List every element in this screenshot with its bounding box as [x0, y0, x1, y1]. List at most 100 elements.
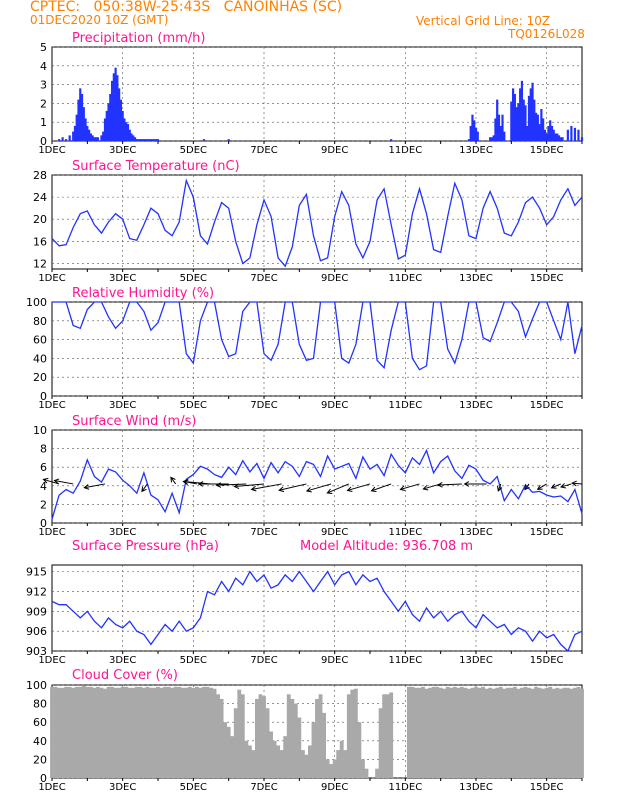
wind-arrow-head	[524, 484, 530, 491]
cloud-bar	[177, 686, 182, 778]
cloud-bar	[117, 687, 122, 778]
x-tick-label: 5DEC	[180, 655, 207, 666]
panel-title: Surface Temperature (nC)	[72, 159, 240, 174]
cloud-bar	[364, 768, 369, 778]
y-tick-label: 2	[40, 97, 47, 110]
cloud-bar	[406, 686, 411, 778]
cloud-bar	[329, 764, 334, 778]
x-tick-label: 11DEC	[388, 145, 422, 156]
cloud-bar	[343, 750, 348, 778]
precip-bar	[156, 139, 160, 141]
cloud-bar	[558, 688, 563, 778]
header-run-code: TQ0126L028	[508, 27, 585, 41]
series-line	[51, 570, 583, 653]
wind-arrow	[437, 483, 462, 486]
precip-bar	[550, 125, 554, 141]
precip-bar	[556, 133, 559, 141]
precip-bar	[68, 135, 71, 141]
cloud-bar	[573, 687, 577, 778]
cloud-bar	[163, 686, 167, 778]
cloud-bar	[265, 708, 270, 778]
wind-arrow	[327, 483, 349, 494]
cloud-bar	[240, 694, 245, 778]
precip-bar	[110, 80, 114, 141]
cloud-bar	[311, 722, 316, 778]
precip-bar	[82, 107, 85, 141]
cloud-bar	[209, 687, 213, 778]
wind-arrow	[347, 483, 371, 491]
wind-arrow-head	[463, 481, 470, 487]
wind-arrow-head	[182, 479, 189, 485]
precip-bar	[536, 114, 539, 141]
y-tick-label: 20	[33, 753, 47, 766]
y-tick-label: 915	[26, 566, 47, 579]
x-tick-label: 11DEC	[388, 400, 422, 411]
wind-arrow	[43, 478, 60, 485]
cloud-bar	[350, 689, 355, 778]
precip-bar	[118, 88, 121, 141]
y-tick-label: 10	[33, 424, 47, 437]
cloud-bar	[81, 685, 86, 778]
wind-arrow	[84, 483, 106, 489]
precip-bar	[577, 129, 580, 141]
wind-arrow-head	[399, 485, 406, 492]
precip-bar	[490, 137, 493, 141]
cloud-bar	[286, 694, 291, 778]
cloud-bar	[124, 686, 129, 778]
cloud-bar	[300, 750, 305, 778]
wind-arrow-head	[250, 485, 257, 492]
precip-bar	[103, 118, 107, 141]
x-tick-label: 7DEC	[250, 655, 277, 666]
x-tick-label: 11DEC	[388, 273, 422, 284]
cloud-bar	[353, 688, 358, 778]
precip-bar	[469, 125, 472, 141]
precip-bar	[520, 80, 524, 141]
y-tick-label: 6	[40, 461, 47, 474]
precip-bar	[573, 127, 577, 141]
wind-arrow-head	[326, 488, 333, 494]
precip-bar	[119, 99, 122, 141]
y-tick-label: 0	[40, 517, 47, 530]
cloud-bar	[202, 686, 206, 778]
cloud-bar	[325, 759, 330, 778]
precip-bar	[57, 139, 61, 141]
wind-arrow-head	[83, 484, 90, 490]
precip-bar	[519, 88, 522, 141]
cloud-bar	[357, 722, 362, 778]
cloud-bar	[57, 687, 61, 778]
precip-bar	[552, 129, 555, 141]
precip-bar	[84, 118, 87, 141]
y-tick-label: 24	[33, 191, 47, 204]
cloud-bar	[247, 745, 252, 778]
cloud-bar	[410, 686, 415, 778]
precip-bar	[227, 139, 230, 141]
y-tick-label: 903	[26, 645, 47, 658]
x-tick-label: 15DEC	[530, 273, 564, 284]
cloud-bar	[544, 687, 549, 778]
precip-bar	[527, 95, 531, 141]
cloud-bar	[339, 740, 344, 778]
precip-bar	[390, 139, 393, 141]
precip-bar	[139, 139, 142, 141]
cloud-bar	[152, 687, 157, 778]
cloud-bar	[173, 686, 178, 778]
cloud-bar	[322, 712, 326, 778]
x-tick-label: 5DEC	[180, 527, 207, 538]
cloud-bar	[424, 688, 429, 778]
cloud-bar	[378, 708, 383, 778]
precip-bar	[107, 103, 110, 141]
precip-bar	[88, 129, 91, 141]
precip-bar	[561, 137, 564, 141]
precip-bar	[533, 99, 536, 141]
x-tick-label: 15DEC	[530, 400, 564, 411]
precip-bar	[93, 137, 96, 141]
cloud-bar	[537, 687, 542, 778]
x-tick-label: 3DEC	[109, 400, 136, 411]
x-tick-label: 3DEC	[109, 527, 136, 538]
precip-bar	[123, 118, 126, 141]
cloud-bar	[551, 688, 556, 778]
wind-arrow-head	[141, 486, 147, 493]
wind-arrow-head	[422, 485, 429, 491]
x-tick-label: 7DEC	[250, 400, 277, 411]
x-tick-label: 5DEC	[180, 782, 207, 793]
